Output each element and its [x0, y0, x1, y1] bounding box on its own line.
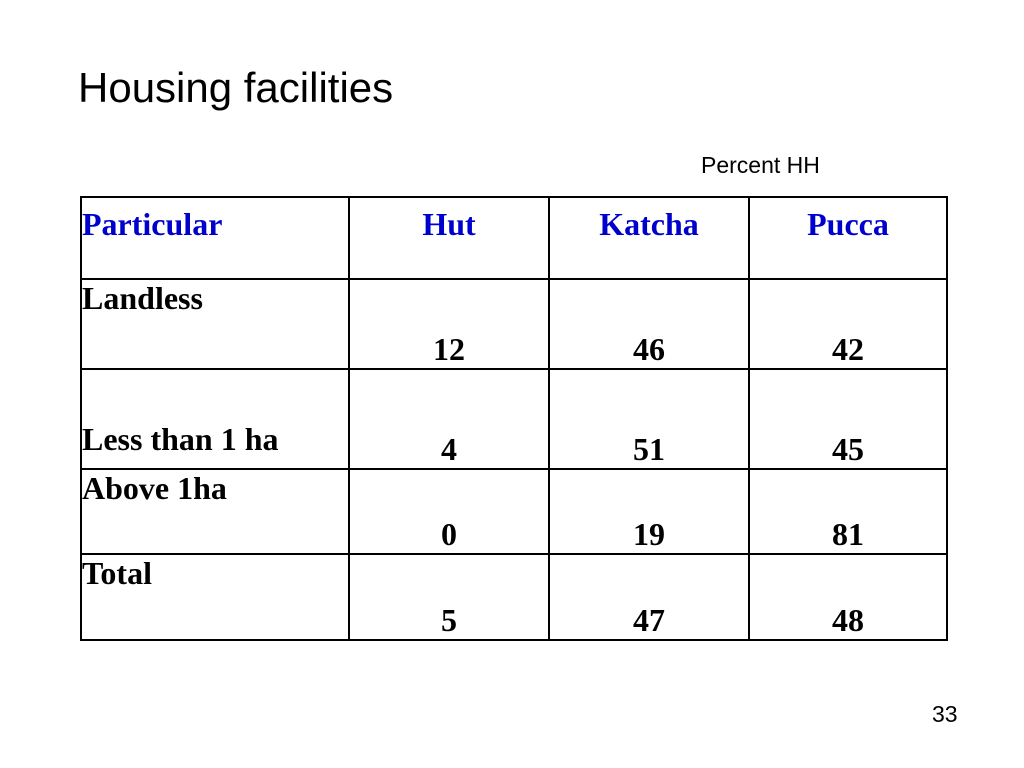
- housing-facilities-table: Particular Hut Katcha Pucca Landless 12 …: [80, 196, 948, 641]
- page-number: 33: [932, 701, 958, 727]
- column-header-particular: Particular: [80, 196, 350, 280]
- cell-value: 81: [748, 468, 948, 555]
- cell-value: 19: [548, 468, 750, 555]
- row-label: Total: [80, 553, 350, 641]
- table-row: Less than 1 ha 4 51 45: [80, 368, 948, 470]
- cell-value: 0: [348, 468, 550, 555]
- cell-value: 42: [748, 278, 948, 370]
- row-label: Above 1ha: [80, 468, 350, 555]
- cell-value: 5: [348, 553, 550, 641]
- column-header-hut: Hut: [348, 196, 550, 280]
- row-label: Landless: [80, 278, 350, 370]
- table-caption-percent-hh: Percent HH: [701, 152, 820, 178]
- table-row: Above 1ha 0 19 81: [80, 468, 948, 555]
- cell-value: 12: [348, 278, 550, 370]
- slide-title: Housing facilities: [78, 64, 394, 111]
- row-label: Less than 1 ha: [80, 368, 350, 470]
- cell-value: 45: [748, 368, 948, 470]
- table-header-row: Particular Hut Katcha Pucca: [80, 196, 948, 280]
- table-row: Total 5 47 48: [80, 553, 948, 641]
- cell-value: 46: [548, 278, 750, 370]
- column-header-katcha: Katcha: [548, 196, 750, 280]
- cell-value: 47: [548, 553, 750, 641]
- column-header-pucca: Pucca: [748, 196, 948, 280]
- cell-value: 48: [748, 553, 948, 641]
- table-row: Landless 12 46 42: [80, 278, 948, 370]
- cell-value: 4: [348, 368, 550, 470]
- cell-value: 51: [548, 368, 750, 470]
